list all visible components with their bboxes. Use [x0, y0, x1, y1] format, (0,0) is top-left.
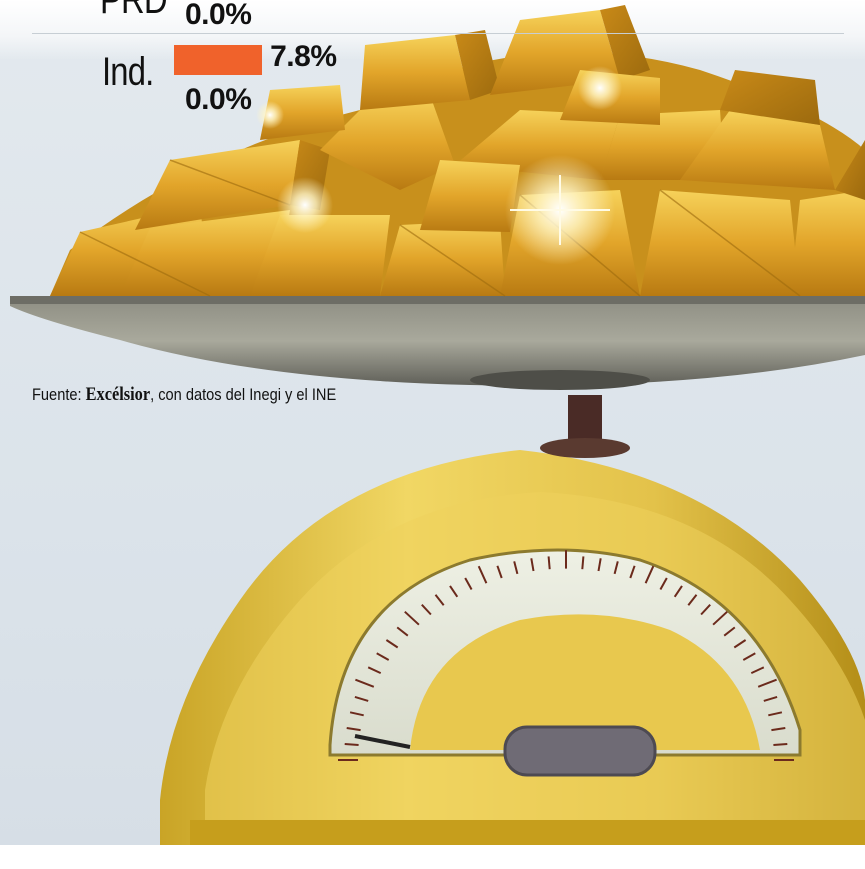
dial-tick	[349, 711, 364, 717]
dial-tick	[385, 639, 399, 649]
dial-tick	[581, 556, 585, 570]
source-brand: Excélsior	[85, 384, 151, 405]
scale-pan	[10, 296, 865, 390]
source-note: Fuente: Excélsior, con datos del Inegi y…	[32, 384, 336, 406]
dial-tick	[434, 594, 445, 606]
dial-tick	[771, 727, 786, 732]
dial-tick	[712, 610, 728, 626]
dial-tick	[659, 577, 668, 590]
dial-tick	[723, 626, 736, 637]
dial-tick	[355, 678, 375, 688]
category-label-prd: PRD	[100, 0, 168, 22]
dial-tick	[742, 652, 756, 661]
gold-bars-pile	[50, 5, 865, 297]
value-label-prd-0: 0.0%	[185, 0, 252, 31]
dial-tick	[547, 556, 551, 570]
dial-tick	[346, 727, 361, 732]
dial-tick	[700, 604, 711, 616]
source-prefix: Fuente:	[32, 385, 86, 404]
dial-tick	[376, 652, 390, 661]
value-label-ind-0: 0.0%	[185, 83, 252, 116]
dial-tick	[597, 558, 602, 572]
dial-tick	[768, 711, 783, 717]
dial-tick	[763, 695, 778, 702]
dial-tick	[757, 678, 777, 688]
source-suffix: , con datos del Inegi y el INE	[150, 385, 337, 404]
dial-tick	[733, 639, 747, 649]
dial-tick	[367, 666, 382, 675]
dial-tick	[449, 585, 459, 598]
dial-tick	[513, 561, 519, 575]
dial-tick	[613, 561, 619, 575]
row-divider	[32, 33, 844, 34]
dial-tick	[673, 585, 683, 598]
dial-tick	[496, 565, 503, 579]
dial-tick	[687, 594, 698, 606]
sparkles	[256, 66, 622, 265]
bottom-margin	[0, 845, 865, 869]
dial-tick	[530, 558, 535, 572]
scale-body	[160, 395, 865, 869]
dial-tick	[396, 626, 409, 637]
value-label-ind-7-8: 7.8%	[270, 40, 337, 73]
dial-tick	[354, 695, 369, 702]
dial-tick	[477, 565, 488, 584]
dial-tick	[344, 743, 359, 746]
dial-tick	[629, 565, 636, 579]
dial-tick	[404, 610, 420, 626]
dial-tick	[644, 565, 655, 584]
category-label-ind: Ind.	[102, 50, 154, 94]
bar-ind-7-8	[174, 45, 263, 75]
dial-tick	[421, 604, 432, 616]
dial-tick	[464, 577, 473, 590]
dial-tick	[773, 743, 788, 746]
dial-tick	[750, 666, 765, 675]
